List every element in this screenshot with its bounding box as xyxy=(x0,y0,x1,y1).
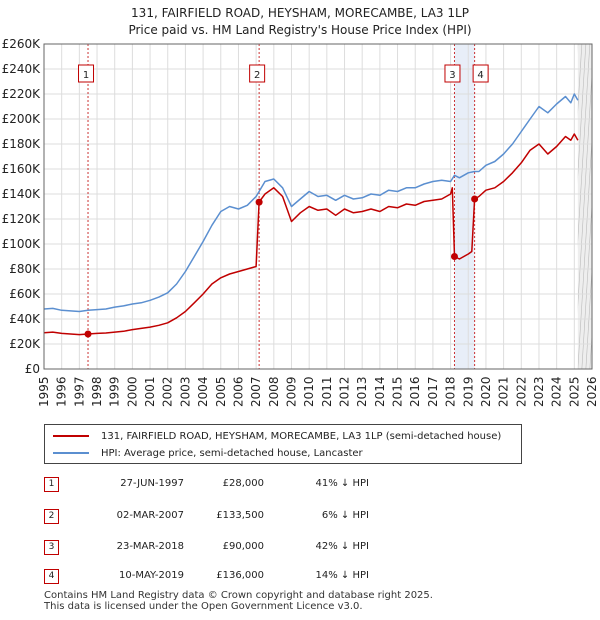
x-tick-label: 2007 xyxy=(249,376,263,407)
y-tick-label: £140K xyxy=(2,187,42,201)
x-tick-label: 2003 xyxy=(178,376,192,407)
x-tick-label: 2023 xyxy=(532,376,546,407)
transaction-number: 1 xyxy=(44,477,59,492)
transaction-hpi: 6% ↓ HPI xyxy=(321,510,369,521)
sale-point xyxy=(84,330,92,338)
y-tick-label: £60K xyxy=(9,287,41,301)
sale-label-box xyxy=(472,64,489,83)
x-tick-label: 2002 xyxy=(161,376,175,407)
legend-label-hpi: HPI: Average price, semi-detached house,… xyxy=(101,447,363,459)
sale-point xyxy=(255,198,263,206)
sale-label-box xyxy=(78,64,95,83)
series-line-hpi xyxy=(43,93,579,313)
legend-item-hpi: HPI: Average price, semi-detached house,… xyxy=(53,445,363,461)
x-tick-label: 1998 xyxy=(90,376,104,407)
transaction-number: 2 xyxy=(44,509,59,524)
sale-label-box xyxy=(444,64,461,83)
transaction-number: 3 xyxy=(44,540,59,555)
x-tick-label: 2012 xyxy=(338,376,352,407)
transaction-hpi: 14% ↓ HPI xyxy=(315,570,369,581)
x-tick-label: 2024 xyxy=(550,376,564,407)
x-tick-label: 2017 xyxy=(426,376,440,407)
legend-line-price xyxy=(53,435,89,437)
sale-point xyxy=(471,195,479,203)
transaction-price: £90,000 xyxy=(222,541,264,552)
transaction-date: 10-MAY-2019 xyxy=(118,570,184,581)
transaction-hpi: 42% ↓ HPI xyxy=(315,541,369,552)
transaction-date: 27-JUN-1997 xyxy=(120,478,184,489)
transaction-price: £136,000 xyxy=(216,570,264,581)
transaction-hpi: 41% ↓ HPI xyxy=(315,478,369,489)
footer: Contains HM Land Registry data © Crown c… xyxy=(44,590,433,612)
y-tick-label: £200K xyxy=(2,112,42,126)
projection-hatch xyxy=(577,69,593,309)
x-tick-label: 2008 xyxy=(267,376,281,407)
legend-item-price: 131, FAIRFIELD ROAD, HEYSHAM, MORECAMBE,… xyxy=(53,428,501,444)
footer-licence: This data is licensed under the Open Gov… xyxy=(44,601,363,612)
y-tick-label: £240K xyxy=(2,62,42,76)
x-tick-label: 2005 xyxy=(214,376,228,407)
chart-title: 131, FAIRFIELD ROAD, HEYSHAM, MORECAMBE,… xyxy=(131,6,469,20)
x-tick-label: 2010 xyxy=(302,376,316,407)
x-tick-label: 2004 xyxy=(196,376,210,407)
y-tick-label: £20K xyxy=(9,337,41,351)
y-tick-label: £80K xyxy=(9,262,41,276)
y-tick-label: £100K xyxy=(2,237,42,251)
x-tick-label: 2009 xyxy=(284,376,298,407)
sale-label-text: 3 xyxy=(449,70,455,81)
y-tick-label: £180K xyxy=(2,137,42,151)
transaction-date: 23-MAR-2018 xyxy=(116,541,184,552)
projection-hatch xyxy=(577,44,587,179)
chart-subtitle: Price paid vs. HM Land Registry's House … xyxy=(128,23,472,37)
projection-hatch xyxy=(577,134,593,369)
y-tick-label: £40K xyxy=(9,312,41,326)
x-tick-label: 2011 xyxy=(320,376,334,407)
x-tick-label: 1995 xyxy=(37,376,51,407)
x-tick-label: 2000 xyxy=(125,376,139,407)
y-tick-label: £0 xyxy=(25,362,40,376)
legend-label-price: 131, FAIRFIELD ROAD, HEYSHAM, MORECAMBE,… xyxy=(101,430,502,442)
projection-hatch xyxy=(577,44,591,244)
transaction-date: 02-MAR-2007 xyxy=(116,510,184,521)
x-tick-label: 1999 xyxy=(108,376,122,407)
x-tick-label: 2025 xyxy=(567,376,581,407)
y-tick-label: £120K xyxy=(2,212,42,226)
sale-label-text: 2 xyxy=(254,70,260,81)
x-tick-label: 2018 xyxy=(444,376,458,407)
sale-period-shade xyxy=(454,44,475,369)
transaction-price: £133,500 xyxy=(216,510,264,521)
x-tick-label: 2016 xyxy=(408,376,422,407)
y-tick-label: £260K xyxy=(2,37,42,51)
sale-label-text: 1 xyxy=(83,70,89,81)
y-tick-label: £160K xyxy=(2,162,42,176)
sale-point xyxy=(450,253,458,260)
sale-label-box xyxy=(249,64,266,83)
sale-label-text: 4 xyxy=(477,70,483,81)
y-tick-label: £220K xyxy=(2,87,42,101)
x-tick-label: 2026 xyxy=(585,376,599,407)
x-tick-label: 2001 xyxy=(143,376,157,407)
plot-area xyxy=(44,44,592,369)
x-tick-label: 2019 xyxy=(461,376,475,407)
x-tick-label: 1996 xyxy=(55,376,69,407)
x-tick-label: 2022 xyxy=(514,376,528,407)
x-tick-label: 2021 xyxy=(497,376,511,407)
x-tick-label: 1997 xyxy=(72,376,86,407)
x-tick-label: 2020 xyxy=(479,376,493,407)
transaction-number: 4 xyxy=(44,569,59,584)
series-line-price xyxy=(43,133,579,336)
x-tick-label: 2014 xyxy=(373,376,387,407)
x-tick-label: 2013 xyxy=(355,376,369,407)
x-tick-label: 2015 xyxy=(391,376,405,407)
footer-copyright: Contains HM Land Registry data © Crown c… xyxy=(44,590,433,601)
plot-frame xyxy=(43,43,593,370)
legend: 131, FAIRFIELD ROAD, HEYSHAM, MORECAMBE,… xyxy=(44,424,522,464)
projection-hatch xyxy=(577,44,583,114)
projection-shade xyxy=(577,44,592,369)
legend-line-hpi xyxy=(53,452,89,454)
price-chart: 1 2 3 4 £0 £20K £40K £60K £80K £100K £120K £140K £16… xyxy=(2,37,599,407)
x-tick-label: 2006 xyxy=(231,376,245,407)
projection-hatch xyxy=(585,264,593,369)
transaction-price: £28,000 xyxy=(222,478,264,489)
